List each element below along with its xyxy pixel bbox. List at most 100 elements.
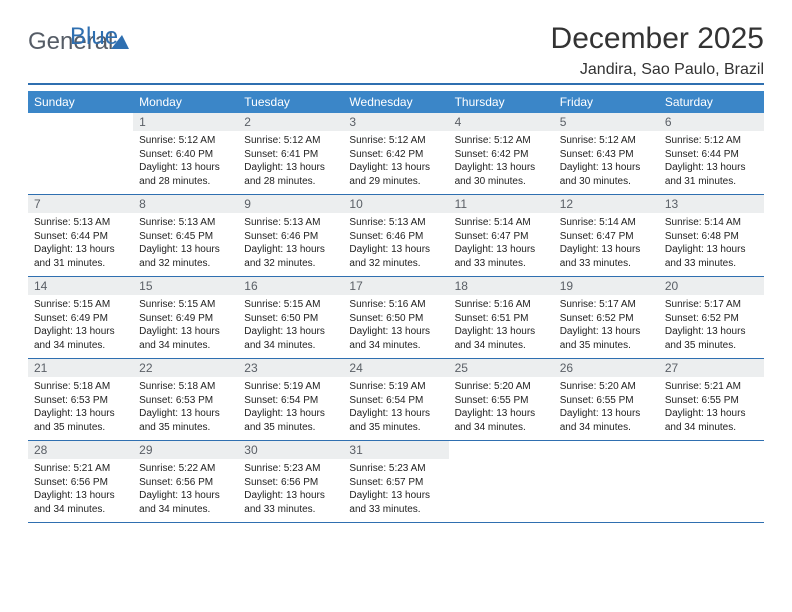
location-text: Jandira, Sao Paulo, Brazil (28, 61, 764, 85)
calendar-cell: 6Sunrise: 5:12 AMSunset: 6:44 PMDaylight… (659, 113, 764, 195)
daylight-text: Daylight: 13 hours and 33 minutes. (244, 489, 337, 516)
sunrise-text: Sunrise: 5:14 AM (560, 216, 653, 230)
calendar-cell (659, 441, 764, 523)
weekday-header: Sunday (28, 91, 133, 113)
sunset-text: Sunset: 6:47 PM (560, 230, 653, 244)
day-body: Sunrise: 5:15 AMSunset: 6:50 PMDaylight:… (238, 295, 343, 358)
day-body: Sunrise: 5:21 AMSunset: 6:56 PMDaylight:… (28, 459, 133, 522)
weekday-header: Wednesday (343, 91, 448, 113)
calendar-cell: 19Sunrise: 5:17 AMSunset: 6:52 PMDayligh… (554, 277, 659, 359)
daylight-text: Daylight: 13 hours and 32 minutes. (349, 243, 442, 270)
daylight-text: Daylight: 13 hours and 35 minutes. (34, 407, 127, 434)
daylight-text: Daylight: 13 hours and 29 minutes. (349, 161, 442, 188)
sunrise-text: Sunrise: 5:16 AM (455, 298, 548, 312)
day-number: 14 (28, 277, 133, 295)
daylight-text: Daylight: 13 hours and 28 minutes. (139, 161, 232, 188)
day-body: Sunrise: 5:23 AMSunset: 6:57 PMDaylight:… (343, 459, 448, 522)
sunrise-text: Sunrise: 5:17 AM (665, 298, 758, 312)
calendar-cell (449, 441, 554, 523)
day-number: 18 (449, 277, 554, 295)
sunrise-text: Sunrise: 5:13 AM (34, 216, 127, 230)
daylight-text: Daylight: 13 hours and 34 minutes. (34, 489, 127, 516)
daylight-text: Daylight: 13 hours and 30 minutes. (455, 161, 548, 188)
daylight-text: Daylight: 13 hours and 33 minutes. (560, 243, 653, 270)
day-number: 7 (28, 195, 133, 213)
sunset-text: Sunset: 6:44 PM (665, 148, 758, 162)
day-number: 24 (343, 359, 448, 377)
title-block: December 2025 (551, 22, 764, 58)
day-number: 31 (343, 441, 448, 459)
day-number: 23 (238, 359, 343, 377)
sunrise-text: Sunrise: 5:18 AM (139, 380, 232, 394)
sunset-text: Sunset: 6:44 PM (34, 230, 127, 244)
day-number: 27 (659, 359, 764, 377)
calendar-cell: 12 Sunrise: 5:14 AMSunset: 6:47 PMDayligh… (554, 195, 659, 277)
calendar-cell: 29Sunrise: 5:22 AMSunset: 6:56 PMDayligh… (133, 441, 238, 523)
sunrise-text: Sunrise: 5:16 AM (349, 298, 442, 312)
sunrise-text: Sunrise: 5:12 AM (349, 134, 442, 148)
day-number: 5 (554, 113, 659, 131)
sunrise-text: Sunrise: 5:23 AM (244, 462, 337, 476)
day-body: Sunrise: 5:12 AMSunset: 6:41 PMDaylight:… (238, 131, 343, 194)
weekday-header: Saturday (659, 91, 764, 113)
daylight-text: Daylight: 13 hours and 34 minutes. (34, 325, 127, 352)
sunset-text: Sunset: 6:49 PM (34, 312, 127, 326)
day-number: 12 (554, 195, 659, 213)
sunset-text: Sunset: 6:55 PM (560, 394, 653, 408)
sunrise-text: Sunrise: 5:14 AM (455, 216, 548, 230)
sunset-text: Sunset: 6:52 PM (560, 312, 653, 326)
day-body: Sunrise: 5:12 AMSunset: 6:40 PMDaylight:… (133, 131, 238, 194)
day-number: 9 (238, 195, 343, 213)
daylight-text: Daylight: 13 hours and 34 minutes. (560, 407, 653, 434)
day-body: Sunrise: 5:12 AMSunset: 6:42 PMDaylight:… (343, 131, 448, 194)
sunset-text: Sunset: 6:46 PM (349, 230, 442, 244)
day-body: Sunrise: 5:20 AMSunset: 6:55 PMDaylight:… (449, 377, 554, 440)
calendar-week: 7Sunrise: 5:13 AMSunset: 6:44 PMDaylight… (28, 195, 764, 277)
sunrise-text: Sunrise: 5:12 AM (455, 134, 548, 148)
daylight-text: Daylight: 13 hours and 32 minutes. (139, 243, 232, 270)
day-body: Sunrise: 5:12 AMSunset: 6:42 PMDaylight:… (449, 131, 554, 194)
sunset-text: Sunset: 6:40 PM (139, 148, 232, 162)
day-body: Sunrise: 5:15 AMSunset: 6:49 PMDaylight:… (133, 295, 238, 358)
sunset-text: Sunset: 6:47 PM (455, 230, 548, 244)
daylight-text: Daylight: 13 hours and 34 minutes. (455, 325, 548, 352)
sunrise-text: Sunrise: 5:18 AM (34, 380, 127, 394)
sunrise-text: Sunrise: 5:23 AM (349, 462, 442, 476)
sunrise-text: Sunrise: 5:21 AM (34, 462, 127, 476)
daylight-text: Daylight: 13 hours and 34 minutes. (244, 325, 337, 352)
sunrise-text: Sunrise: 5:15 AM (34, 298, 127, 312)
daylight-text: Daylight: 13 hours and 28 minutes. (244, 161, 337, 188)
sunrise-text: Sunrise: 5:12 AM (665, 134, 758, 148)
calendar-cell: 15Sunrise: 5:15 AMSunset: 6:49 PMDayligh… (133, 277, 238, 359)
calendar-cell: 24Sunrise: 5:19 AMSunset: 6:54 PMDayligh… (343, 359, 448, 441)
day-body: Sunrise: 5:19 AMSunset: 6:54 PMDaylight:… (343, 377, 448, 440)
sunset-text: Sunset: 6:54 PM (244, 394, 337, 408)
day-number: 15 (133, 277, 238, 295)
daylight-text: Daylight: 13 hours and 34 minutes. (139, 489, 232, 516)
day-body: Sunrise: 5:20 AMSunset: 6:55 PMDaylight:… (554, 377, 659, 440)
calendar-cell: 22Sunrise: 5:18 AMSunset: 6:53 PMDayligh… (133, 359, 238, 441)
calendar-week: 14Sunrise: 5:15 AMSunset: 6:49 PMDayligh… (28, 277, 764, 359)
day-body: Sunrise: 5:12 AMSunset: 6:43 PMDaylight:… (554, 131, 659, 194)
sunrise-text: Sunrise: 5:21 AM (665, 380, 758, 394)
day-body: Sunrise: 5:17 AMSunset: 6:52 PMDaylight:… (554, 295, 659, 358)
month-title: December 2025 (551, 22, 764, 56)
calendar-cell: 4Sunrise: 5:12 AMSunset: 6:42 PMDaylight… (449, 113, 554, 195)
calendar-cell: 11Sunrise: 5:14 AMSunset: 6:47 PMDayligh… (449, 195, 554, 277)
day-number: 21 (28, 359, 133, 377)
daylight-text: Daylight: 13 hours and 35 minutes. (139, 407, 232, 434)
sunset-text: Sunset: 6:55 PM (665, 394, 758, 408)
day-number: 26 (554, 359, 659, 377)
day-body: Sunrise: 5:13 AMSunset: 6:46 PMDaylight:… (343, 213, 448, 276)
sunset-text: Sunset: 6:46 PM (244, 230, 337, 244)
sunrise-text: Sunrise: 5:17 AM (560, 298, 653, 312)
daylight-text: Daylight: 13 hours and 35 minutes. (560, 325, 653, 352)
day-number: 19 (554, 277, 659, 295)
sunset-text: Sunset: 6:53 PM (34, 394, 127, 408)
sunset-text: Sunset: 6:56 PM (244, 476, 337, 490)
calendar-cell: 26Sunrise: 5:20 AMSunset: 6:55 PMDayligh… (554, 359, 659, 441)
calendar-cell: 28Sunrise: 5:21 AMSunset: 6:56 PMDayligh… (28, 441, 133, 523)
sunset-text: Sunset: 6:49 PM (139, 312, 232, 326)
day-number: 22 (133, 359, 238, 377)
day-body: Sunrise: 5:13 AMSunset: 6:44 PMDaylight:… (28, 213, 133, 276)
